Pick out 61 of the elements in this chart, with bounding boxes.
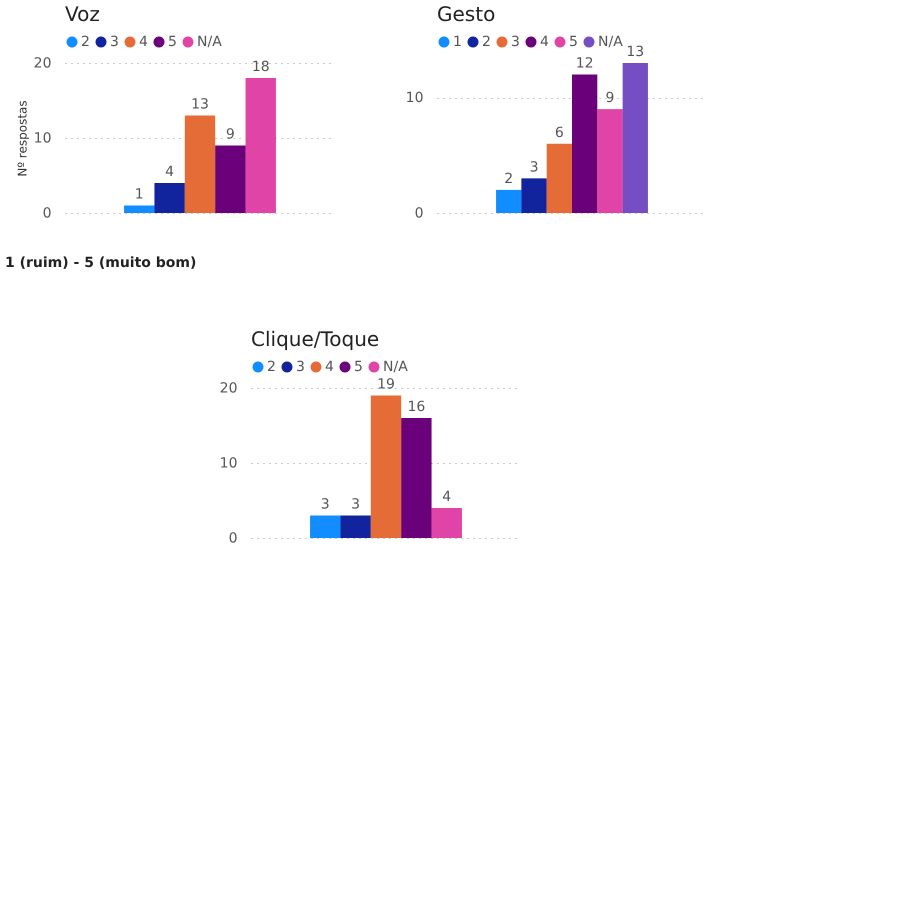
legend-label: 2 xyxy=(482,34,491,50)
legend-label: 4 xyxy=(139,34,148,50)
bar xyxy=(154,183,185,213)
legend-label: 2 xyxy=(81,34,90,50)
legend-label: 4 xyxy=(540,34,549,50)
y-tick-label: 10 xyxy=(220,456,238,472)
data-label: 3 xyxy=(530,159,538,176)
legend-label: N/A xyxy=(598,34,624,50)
data-label: 1 xyxy=(134,186,144,202)
data-label: 13 xyxy=(191,96,209,112)
legend-label: 2 xyxy=(267,359,276,375)
legend-label: 3 xyxy=(110,34,119,50)
chart-title: Gesto xyxy=(437,2,496,26)
legend-label: 1 xyxy=(453,34,462,50)
data-label: 2 xyxy=(504,170,514,187)
legend-label: N/A xyxy=(197,34,222,50)
legend-label: 5 xyxy=(354,359,363,375)
y-tick-label: 10 xyxy=(406,90,424,106)
bar xyxy=(340,516,371,538)
data-label: 19 xyxy=(377,376,395,392)
legend-label: 5 xyxy=(168,34,177,50)
y-tick-label: 0 xyxy=(414,206,424,222)
y-tick-label: 20 xyxy=(220,380,238,396)
data-label: 13 xyxy=(626,44,644,60)
y-tick-label: 0 xyxy=(42,206,52,222)
data-label: 9 xyxy=(606,90,614,106)
bar xyxy=(572,74,598,213)
bar xyxy=(184,116,216,213)
data-label: 12 xyxy=(576,56,594,72)
data-label: 4 xyxy=(165,164,174,180)
legend-label: 4 xyxy=(325,359,334,375)
legend-label: 5 xyxy=(569,34,578,50)
bar xyxy=(124,206,154,213)
bar xyxy=(496,190,522,213)
chart-title: Clique/Toque xyxy=(251,327,380,351)
bar xyxy=(432,508,462,538)
data-label: 4 xyxy=(442,489,452,505)
bar xyxy=(370,396,402,538)
data-label: 6 xyxy=(554,124,564,141)
y-tick-label: 0 xyxy=(228,530,238,546)
bar xyxy=(401,418,432,538)
y-tick-label: 20 xyxy=(34,56,52,72)
bar xyxy=(546,144,572,213)
legend-label: N/A xyxy=(383,359,408,375)
bar xyxy=(215,146,246,213)
bar xyxy=(246,78,276,213)
legend-label: 3 xyxy=(296,359,305,375)
bar xyxy=(310,516,340,538)
text: 1 (ruim) - 5 (muito bom) xyxy=(5,255,196,271)
chart-title: Voz xyxy=(65,2,100,26)
data-label: 16 xyxy=(407,399,426,415)
data-label: 9 xyxy=(226,126,235,142)
data-label: 3 xyxy=(320,496,330,512)
bar xyxy=(521,178,547,213)
legend-label: 3 xyxy=(511,34,520,50)
data-label: 3 xyxy=(351,496,360,512)
bar xyxy=(597,109,623,213)
bar xyxy=(622,63,648,213)
y-tick-label: 10 xyxy=(34,130,52,146)
data-label: 18 xyxy=(252,59,270,75)
y-axis-title: Nº respostas xyxy=(16,100,30,177)
